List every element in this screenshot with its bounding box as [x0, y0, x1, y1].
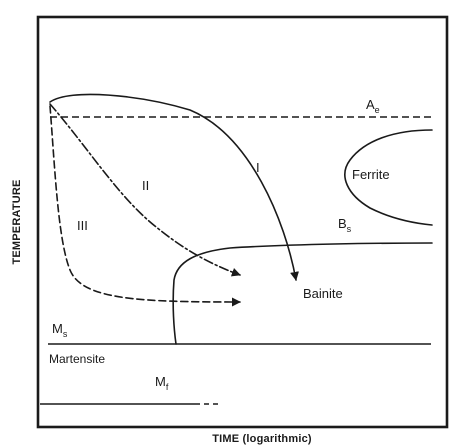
bs-label: Bs — [338, 216, 352, 234]
martensite-label: Martensite — [49, 352, 105, 366]
y-axis-label: TEMPERATURE — [11, 179, 23, 264]
ferrite-label: Ferrite — [352, 167, 390, 182]
ferrite-nose-curve — [344, 129, 433, 226]
bainite-start-curve — [172, 242, 433, 345]
path-3-label: III — [77, 218, 88, 233]
plot-frame — [36, 15, 449, 429]
bainite-label: Bainite — [303, 286, 343, 301]
x-axis-label: TIME (logarithmic) — [212, 433, 312, 445]
ms-label: Ms — [52, 321, 68, 339]
cooling-path-1 — [49, 93, 299, 281]
cooling-path-3 — [49, 105, 241, 307]
cooling-path-2 — [49, 103, 241, 277]
path-1-label: I — [256, 160, 260, 175]
ae-label: Ae — [366, 97, 380, 115]
path-2-label: II — [142, 178, 149, 193]
mf-label: Mf — [155, 374, 169, 392]
